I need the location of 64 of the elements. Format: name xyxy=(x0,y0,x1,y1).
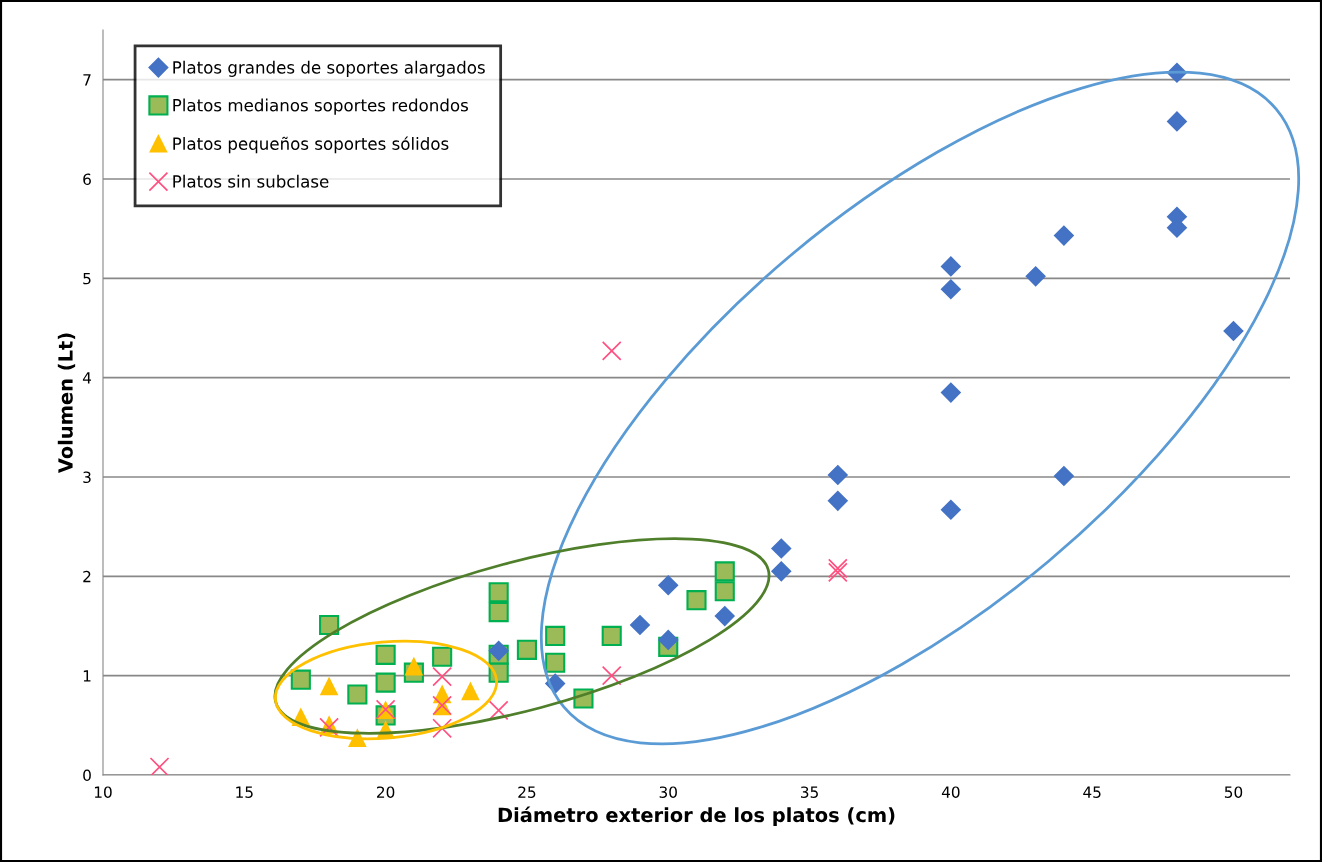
point xyxy=(771,538,792,559)
point xyxy=(601,625,622,646)
point xyxy=(940,382,961,403)
point xyxy=(1054,225,1074,246)
x-tick-label: 15 xyxy=(236,786,253,798)
point xyxy=(405,658,423,676)
x-tick-label: 10 xyxy=(94,786,112,798)
x-tick-label: 25 xyxy=(518,786,536,798)
point xyxy=(545,652,566,673)
point xyxy=(375,672,396,693)
point xyxy=(827,465,848,485)
y-tick-label: 3 xyxy=(83,471,91,484)
x-axis-title: Diámetro exterior de los platos (cm) xyxy=(498,806,895,827)
point xyxy=(601,665,622,686)
x-tick-label: 50 xyxy=(1224,786,1243,798)
legend-label: Platos sin subclase xyxy=(173,174,329,188)
point xyxy=(630,615,650,635)
point xyxy=(940,256,961,277)
point xyxy=(1167,111,1187,132)
point xyxy=(771,561,792,582)
point xyxy=(432,646,453,667)
point xyxy=(714,606,735,626)
point xyxy=(375,644,396,665)
point xyxy=(714,581,735,602)
point xyxy=(940,499,961,520)
point xyxy=(1054,466,1074,486)
point xyxy=(149,757,170,775)
legend-label: Platos medianos soportes redondos xyxy=(173,98,468,115)
point xyxy=(488,700,509,721)
y-tick-label: 2 xyxy=(83,570,91,583)
point xyxy=(686,590,707,611)
point xyxy=(432,666,453,687)
point xyxy=(1223,321,1244,341)
point xyxy=(601,340,622,361)
point xyxy=(320,677,338,696)
point xyxy=(319,614,340,636)
point xyxy=(488,602,509,623)
point xyxy=(1025,266,1046,287)
point xyxy=(940,279,961,300)
point xyxy=(290,669,311,690)
point xyxy=(461,682,480,701)
x-tick-label: 35 xyxy=(800,786,818,798)
y-tick-label: 1 xyxy=(83,670,91,682)
point xyxy=(545,625,566,646)
y-tick-label: 4 xyxy=(82,372,92,384)
point xyxy=(714,561,735,582)
point xyxy=(658,630,679,650)
y-tick-label: 7 xyxy=(83,74,91,86)
point xyxy=(827,490,848,511)
y-tick-label: 5 xyxy=(83,273,91,285)
point xyxy=(347,684,368,705)
legend-label: Platos grandes de soportes alargados xyxy=(173,60,485,77)
point xyxy=(658,575,679,596)
y-axis-title: Volumen (Lt) xyxy=(57,333,76,474)
x-tick-label: 45 xyxy=(1083,786,1101,798)
point xyxy=(488,582,509,603)
point xyxy=(516,639,537,660)
y-tick-label: 0 xyxy=(83,769,91,782)
x-tick-label: 20 xyxy=(377,786,395,798)
x-tick-label: 40 xyxy=(941,786,960,798)
y-tick-label: 6 xyxy=(83,173,91,186)
x-tick-label: 30 xyxy=(659,786,677,798)
point xyxy=(432,718,453,739)
legend-label: Platos pequeños soportes sólidos xyxy=(173,136,449,154)
